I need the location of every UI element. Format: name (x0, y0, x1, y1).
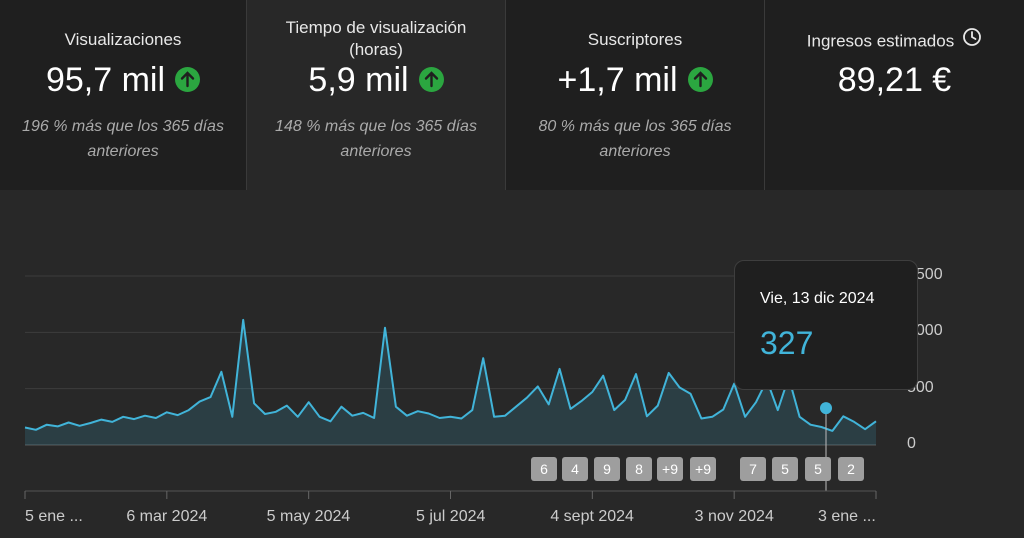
x-tick-label: 5 jul 2024 (416, 508, 486, 525)
card-title-text: Ingresos estimados (806, 31, 955, 51)
card-title: Tiempo de visualización (horas) (247, 17, 505, 61)
hover-data-point[interactable] (820, 402, 832, 415)
card-divider (764, 0, 765, 190)
card-divider (505, 0, 506, 190)
x-tick-label: 5 ene ... (25, 508, 83, 525)
card-note-line: 80 % más que los 365 días (538, 118, 732, 135)
metric-card-views[interactable]: Visualizaciones 95,7 mil 196 % más que l… (0, 0, 246, 190)
card-note-line: anteriores (340, 143, 412, 160)
card-value: +1,7 mil (506, 60, 764, 100)
card-note-line: 148 % más que los 365 días (275, 118, 477, 135)
annotation-badge[interactable]: 5 (805, 457, 831, 481)
x-tick-label: 4 sept 2024 (550, 508, 634, 525)
x-tick-label: 3 ene ... (818, 508, 876, 525)
annotation-badge[interactable]: 8 (626, 457, 652, 481)
annotation-badge[interactable]: 9 (594, 457, 620, 481)
card-value: 95,7 mil (0, 60, 246, 100)
x-tick-label: 5 may 2024 (266, 508, 351, 525)
card-note-line: anteriores (599, 143, 671, 160)
card-note: 196 % más que los 365 días anteriores (0, 114, 246, 164)
metric-card-revenue[interactable]: Ingresos estimados 89,21 € (765, 0, 1024, 190)
arrow-up-icon (175, 66, 201, 92)
card-note-line: 196 % más que los 365 días (22, 118, 224, 135)
x-tick-label: 3 nov 2024 (694, 508, 774, 525)
annotation-badge[interactable]: 2 (838, 457, 864, 481)
card-divider (246, 0, 247, 190)
arrow-up-icon (418, 66, 444, 92)
card-title: Suscriptores (587, 30, 683, 49)
tooltip-date: Vie, 13 dic 2024 (760, 290, 875, 307)
card-value: 89,21 € (837, 61, 952, 99)
clock-icon (962, 27, 982, 53)
card-note: 148 % más que los 365 días anteriores (247, 114, 505, 164)
annotation-badge[interactable]: 7 (740, 457, 766, 481)
metric-card-subscribers[interactable]: Suscriptores +1,7 mil 80 % más que los 3… (506, 0, 764, 190)
card-value-text: +1,7 mil (557, 61, 678, 99)
card-note-line: anteriores (87, 143, 159, 160)
arrow-up-icon (687, 66, 713, 92)
annotation-badge[interactable]: 4 (562, 457, 588, 481)
card-value: 5,9 mil (247, 60, 505, 100)
card-title-line: (horas) (349, 40, 403, 59)
metric-card-watch-time[interactable]: Tiempo de visualización (horas) 5,9 mil … (247, 0, 505, 190)
x-tick-label: 6 mar 2024 (126, 508, 208, 525)
card-value-text: 5,9 mil (308, 61, 409, 99)
chart-tooltip: Vie, 13 dic 2024 327 (734, 260, 918, 390)
annotation-badge[interactable]: 6 (531, 457, 557, 481)
card-title-line: Tiempo de visualización (285, 18, 467, 37)
y-tick-label: 0 (907, 435, 916, 452)
annotation-badge[interactable]: 5 (772, 457, 798, 481)
card-note: 80 % más que los 365 días anteriores (506, 114, 764, 164)
annotation-badge[interactable]: +9 (690, 457, 716, 481)
card-title: Ingresos estimados (765, 27, 1024, 55)
card-value-text: 95,7 mil (45, 61, 166, 99)
x-axis-ticks (24, 491, 877, 499)
annotation-badge[interactable]: +9 (657, 457, 683, 481)
card-title: Visualizaciones (64, 30, 182, 49)
tooltip-value: 327 (760, 325, 814, 361)
